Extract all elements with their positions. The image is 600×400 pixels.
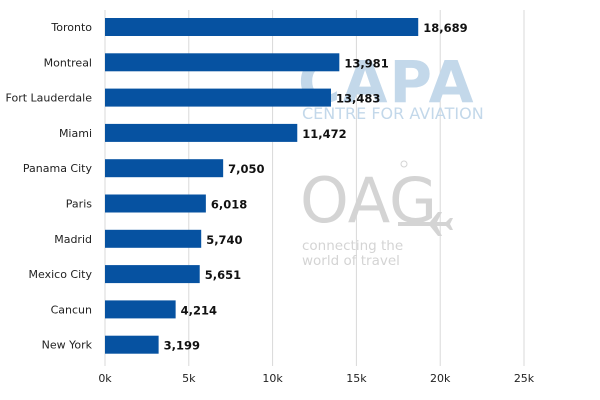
category-label: Miami	[59, 127, 92, 140]
x-tick-label: 10k	[262, 372, 283, 385]
x-tick-label: 20k	[430, 372, 451, 385]
category-label: Paris	[66, 198, 92, 211]
category-label: Cancun	[51, 303, 92, 316]
x-tick-label: 25k	[514, 372, 535, 385]
category-label: Panama City	[23, 162, 93, 175]
data-label: 6,018	[211, 198, 247, 212]
category-label: Toronto	[50, 21, 92, 34]
category-label: Fort Lauderdale	[6, 92, 93, 105]
x-tick-label: 5k	[182, 372, 196, 385]
bar	[105, 335, 159, 354]
oag-logo-text: OAG	[300, 164, 437, 237]
category-label: Montreal	[44, 56, 92, 69]
capa-subtitle-text: CENTRE FOR AVIATION	[302, 104, 484, 123]
watermarks: CAPA CENTRE FOR AVIATION OAG connecting …	[298, 48, 484, 269]
category-label: Mexico City	[29, 268, 93, 281]
oag-tagline-line1: connecting the	[302, 238, 403, 254]
data-label: 13,483	[336, 92, 380, 106]
data-label: 11,472	[302, 127, 346, 141]
x-tick-label: 0k	[98, 372, 112, 385]
oag-tagline-line2: world of travel	[302, 253, 400, 269]
registered-mark-icon	[400, 160, 408, 168]
x-tick-label: 15k	[346, 372, 367, 385]
data-label: 13,981	[344, 56, 388, 70]
category-label: Madrid	[54, 233, 92, 246]
bar	[105, 265, 200, 284]
bars	[105, 18, 419, 354]
labels: 0k 5k 10k 15k 20k 25k Toronto 18,689 Montreal 13,…	[6, 21, 535, 385]
data-label: 5,651	[205, 268, 241, 282]
bar	[105, 53, 340, 72]
airplane-icon	[398, 212, 453, 236]
data-label: 3,199	[164, 339, 200, 353]
bar	[105, 229, 202, 248]
category-label: New York	[42, 339, 93, 352]
bar	[105, 18, 419, 36]
data-label: 18,689	[423, 21, 467, 35]
bar	[105, 194, 206, 213]
bar	[105, 88, 331, 107]
data-label: 5,740	[206, 233, 242, 247]
data-label: 7,050	[228, 162, 264, 176]
data-label: 4,214	[181, 303, 217, 317]
bar	[105, 300, 176, 319]
bar	[105, 123, 298, 142]
bar	[105, 159, 224, 178]
